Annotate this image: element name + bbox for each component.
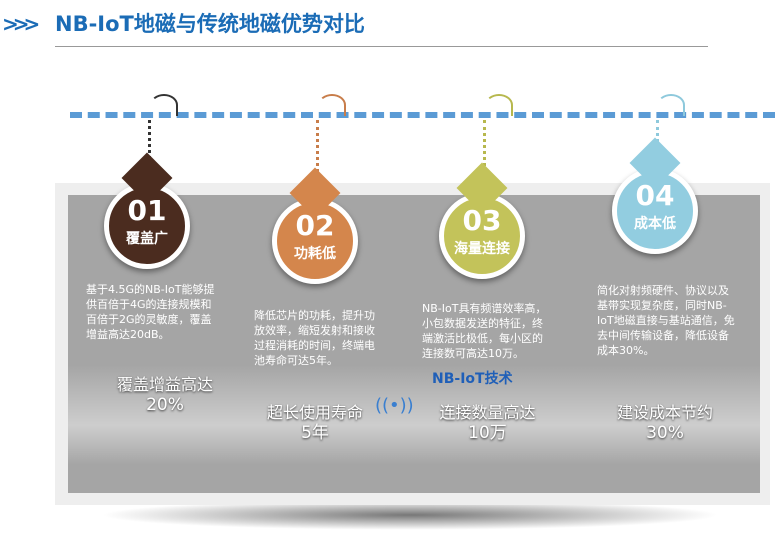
- connector-line: [483, 120, 486, 185]
- stat-01: 覆盖增益高达 20%: [100, 375, 230, 415]
- curved-arrow-icon: [150, 94, 178, 116]
- curved-arrow-icon: [318, 94, 346, 116]
- curved-arrow-icon: [657, 94, 685, 116]
- badge-number: 01: [127, 194, 167, 227]
- connector-line: [316, 120, 319, 190]
- badge-label: 成本低: [634, 216, 676, 232]
- drop-badge-02: 02 功耗低: [272, 198, 358, 284]
- panel-shadow: [100, 500, 720, 530]
- badge-label: 功耗低: [294, 246, 336, 262]
- page-title: NB-IoT地磁与传统地磁优势对比: [55, 12, 365, 36]
- drop-badge-03: 03 海量连接: [439, 193, 525, 279]
- stat-03: 连接数量高达 10万: [425, 403, 550, 443]
- stat-value: 30%: [646, 423, 684, 443]
- stat-value: 20%: [146, 395, 184, 415]
- stat-value: 5年: [301, 423, 329, 443]
- stat-value: 10万: [468, 423, 507, 443]
- background-graphic: [68, 365, 760, 465]
- badge-number: 03: [462, 204, 502, 237]
- chevron-icon: >>>: [2, 12, 40, 36]
- tech-label: NB-IoT技术: [432, 371, 513, 387]
- connector-line: [148, 120, 151, 165]
- stat-label: 覆盖增益高达: [116, 375, 213, 394]
- badge-number: 04: [635, 179, 675, 212]
- description-03: NB-IoT具有频谱效率高，小包数据发送的特征，终端激活比极低，每小区的连接数可…: [422, 302, 547, 360]
- badge-label: 海量连接: [454, 241, 510, 257]
- description-04: 简化对射频硬件、协议以及基带实现复杂度，同时NB-IoT地磁直接与基站通信，免去…: [597, 284, 735, 357]
- stat-label: 连接数量高达: [439, 403, 536, 422]
- stat-04: 建设成本节约 30%: [605, 403, 725, 443]
- stat-02: 超长使用寿命 5年: [255, 403, 375, 443]
- badge-label: 覆盖广: [126, 231, 168, 247]
- drop-badge-01: 01 覆盖广: [104, 183, 190, 269]
- stat-label: 建设成本节约: [616, 403, 713, 422]
- description-01: 基于4.5G的NB-IoT能够提供百倍于4G的连接规模和百倍于2G的灵敏度，覆盖…: [86, 283, 215, 341]
- timeline-dashed-line: [70, 112, 775, 118]
- curved-arrow-icon: [485, 94, 513, 116]
- signal-tower-icon: ((•)): [375, 395, 414, 416]
- drop-badge-04: 04 成本低: [612, 168, 698, 254]
- description-02: 降低芯片的功耗，提升功放效率，缩短发射和接收过程消耗的时间，终端电池寿命可达5年…: [254, 309, 375, 367]
- badge-number: 02: [295, 209, 335, 242]
- title-divider: [55, 46, 708, 47]
- stat-label: 超长使用寿命: [266, 403, 363, 422]
